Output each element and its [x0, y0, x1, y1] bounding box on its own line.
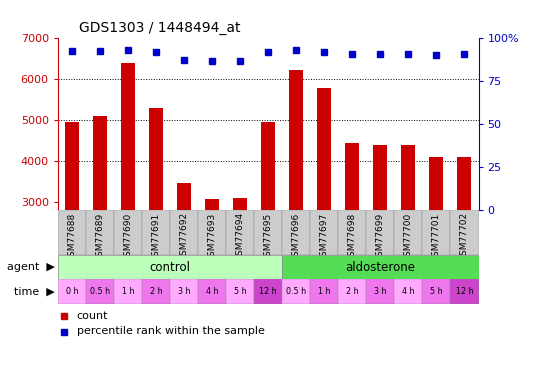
Bar — [86, 279, 114, 304]
Bar — [226, 210, 254, 255]
Text: GSM77695: GSM77695 — [263, 212, 273, 261]
Text: 2 h: 2 h — [150, 287, 162, 296]
Bar — [170, 210, 198, 255]
Text: GSM77692: GSM77692 — [179, 212, 189, 261]
Bar — [282, 210, 310, 255]
Bar — [317, 88, 331, 210]
Text: GSM77698: GSM77698 — [348, 212, 357, 261]
Bar — [149, 108, 163, 210]
Bar — [338, 210, 366, 255]
Text: 2 h: 2 h — [346, 287, 359, 296]
Text: 0 h: 0 h — [65, 287, 78, 296]
Bar — [86, 210, 114, 255]
Text: 4 h: 4 h — [402, 287, 415, 296]
Text: percentile rank within the sample: percentile rank within the sample — [76, 327, 265, 336]
Bar — [282, 255, 478, 279]
Text: GSM77700: GSM77700 — [404, 212, 413, 261]
Text: 12 h: 12 h — [455, 287, 474, 296]
Text: GSM77694: GSM77694 — [235, 212, 245, 261]
Text: GSM77693: GSM77693 — [207, 212, 217, 261]
Bar — [121, 63, 135, 210]
Text: 0.5 h: 0.5 h — [286, 287, 306, 296]
Text: GSM77690: GSM77690 — [123, 212, 133, 261]
Bar — [142, 210, 170, 255]
Text: 5 h: 5 h — [430, 287, 443, 296]
Bar — [93, 116, 107, 210]
Text: GSM77688: GSM77688 — [67, 212, 76, 261]
Bar — [458, 158, 471, 210]
Bar — [58, 279, 86, 304]
Text: 3 h: 3 h — [178, 287, 190, 296]
Text: GSM77701: GSM77701 — [432, 212, 441, 261]
Bar — [310, 279, 338, 304]
Bar — [422, 210, 450, 255]
Text: 3 h: 3 h — [374, 287, 387, 296]
Text: 4 h: 4 h — [206, 287, 218, 296]
Text: 12 h: 12 h — [259, 287, 277, 296]
Text: GSM77699: GSM77699 — [376, 212, 385, 261]
Bar — [310, 210, 338, 255]
Bar — [226, 279, 254, 304]
Bar — [366, 279, 394, 304]
Text: 1 h: 1 h — [318, 287, 331, 296]
Text: GSM77691: GSM77691 — [151, 212, 161, 261]
Bar — [177, 183, 191, 210]
Text: control: control — [150, 261, 190, 274]
Bar — [450, 279, 478, 304]
Bar — [402, 145, 415, 210]
Bar — [282, 279, 310, 304]
Bar — [261, 122, 275, 210]
Bar — [394, 210, 422, 255]
Text: GSM77702: GSM77702 — [460, 212, 469, 261]
Bar — [205, 200, 219, 210]
Bar — [114, 210, 142, 255]
Text: 1 h: 1 h — [122, 287, 134, 296]
Bar — [373, 145, 387, 210]
Text: 5 h: 5 h — [234, 287, 246, 296]
Bar — [345, 144, 359, 210]
Bar — [198, 210, 226, 255]
Bar — [198, 279, 226, 304]
Bar — [58, 210, 86, 255]
Bar — [233, 198, 247, 210]
Text: GSM77689: GSM77689 — [95, 212, 104, 261]
Text: 0.5 h: 0.5 h — [90, 287, 110, 296]
Bar — [289, 70, 303, 210]
Bar — [114, 279, 142, 304]
Bar — [366, 210, 394, 255]
Text: GDS1303 / 1448494_at: GDS1303 / 1448494_at — [79, 21, 240, 35]
Bar — [338, 279, 366, 304]
Bar — [450, 210, 478, 255]
Bar — [58, 255, 282, 279]
Bar — [422, 279, 450, 304]
Bar — [394, 279, 422, 304]
Text: GSM77696: GSM77696 — [292, 212, 301, 261]
Text: time  ▶: time ▶ — [14, 286, 55, 297]
Bar — [142, 279, 170, 304]
Bar — [65, 122, 79, 210]
Bar — [170, 279, 198, 304]
Text: aldosterone: aldosterone — [345, 261, 415, 274]
Text: count: count — [76, 311, 108, 321]
Bar — [254, 279, 282, 304]
Text: GSM77697: GSM77697 — [320, 212, 329, 261]
Bar — [430, 158, 443, 210]
Bar — [254, 210, 282, 255]
Text: agent  ▶: agent ▶ — [7, 262, 55, 272]
